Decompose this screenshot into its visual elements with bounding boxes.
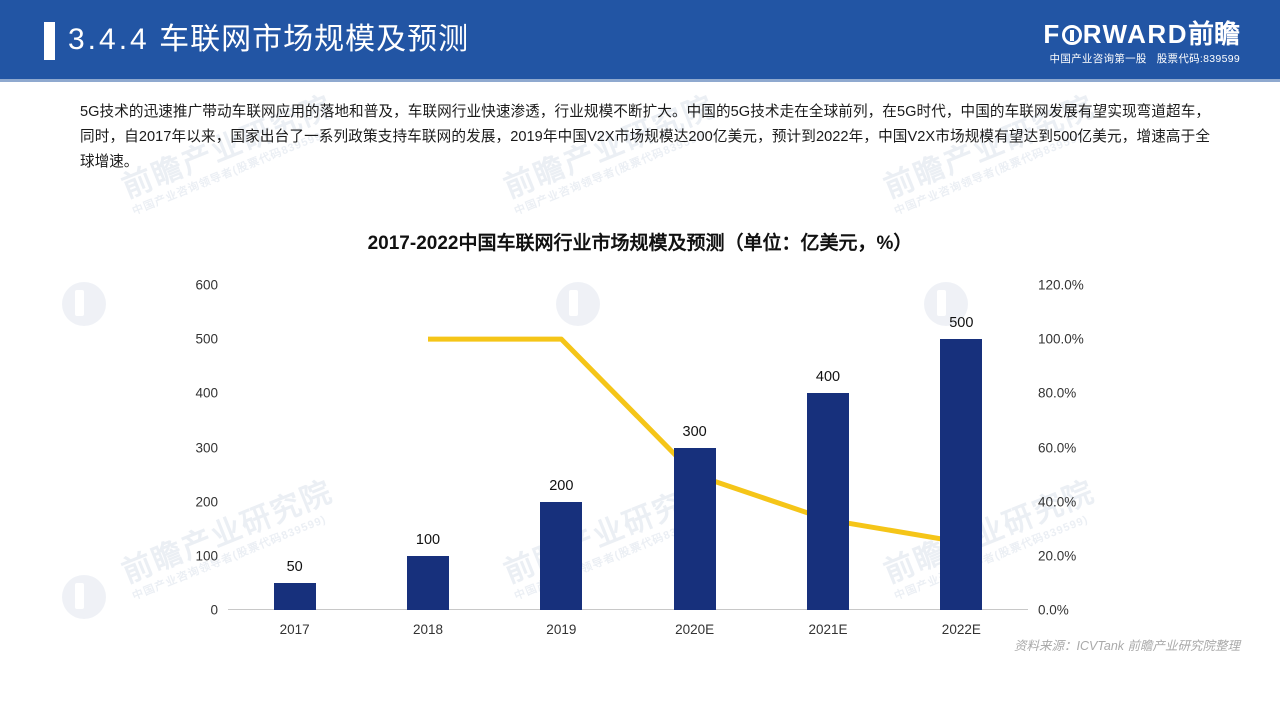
y-tick-right-80.0%: 80.0% <box>1038 385 1077 401</box>
bar-2018 <box>407 555 449 610</box>
section-number: 3.4.4 <box>68 23 150 56</box>
bar-value-label-2021E: 400 <box>815 369 841 386</box>
x-tick-2019: 2019 <box>546 622 577 637</box>
source-note: 资料来源：ICVTank 前瞻产业研究院整理 <box>1014 639 1240 653</box>
y-tick-left-300: 300 <box>195 440 218 455</box>
header-accent-bar <box>44 22 55 60</box>
brand-letter-f: F <box>1043 19 1061 49</box>
y-tick-left-400: 400 <box>195 385 218 401</box>
bar-2021E <box>807 393 849 610</box>
section-title: 车联网市场规模及预测 <box>159 23 470 56</box>
chart: 2017-2022中国车联网行业市场规模及预测（单位：亿美元，%） 0 100 20… <box>0 200 1280 660</box>
y-tick-right-20.0%: 20.0% <box>1038 548 1077 564</box>
x-tick-2018: 2018 <box>412 622 444 637</box>
y-tick-right-60.0%: 60.0% <box>1038 440 1077 455</box>
y-axis-left: 0 100 200 300 400 500 600 <box>160 278 218 618</box>
y-tick-right-40.0%: 40.0% <box>1038 494 1077 510</box>
x-tick-2017: 2017 <box>279 622 310 637</box>
y-tick-left-0: 0 <box>210 602 218 618</box>
brand-subtitle-right: 股票代码:839599 <box>1156 53 1240 65</box>
page-header: 3.4.4 车联网市场规模及预测 F RWARD前瞻 中国产业咨询第一股 股票代码:… <box>0 0 1280 82</box>
bar-2019 <box>540 501 583 610</box>
bar-2022E <box>940 339 983 610</box>
brand-subtitle: 中国产业咨询第一股 股票代码:839599 <box>1043 51 1240 67</box>
x-tick-2021E: 2021E <box>808 622 848 637</box>
brand-letters-rward: RWARD <box>1082 19 1188 49</box>
y-tick-left-200: 200 <box>195 494 218 510</box>
brand-o-icon <box>1061 25 1082 45</box>
page-title: 3.4.4 车联网市场规模及预测 <box>68 18 469 62</box>
axis-baseline <box>228 609 1028 610</box>
y-tick-left-600: 600 <box>195 277 218 293</box>
brand-subtitle-left: 中国产业咨询第一股 <box>1049 53 1147 65</box>
growth-rate-line <box>428 336 962 545</box>
y-axis-right: 0.0% 20.0% 40.0% 60.0% 80.0% 100.0% 120.0% <box>1038 278 1128 618</box>
x-tick-2022E: 2022E <box>941 622 981 637</box>
brand-logo: F RWARD前瞻 中国产业咨询第一股 股票代码:839599 <box>1043 20 1240 67</box>
bar-value-label-2017: 50 <box>286 558 303 575</box>
y-tick-left-500: 500 <box>195 331 218 347</box>
bar-value-label-2022E: 500 <box>949 315 974 332</box>
bar-value-label-2020E: 300 <box>682 423 707 440</box>
plot-area: 50 2017 100 2018 200 2019 300 2020E 400 2021E 500 2… <box>228 285 1028 637</box>
chart-title: 2017-2022中国车联网行业市场规模及预测（单位：亿美元，%） <box>367 233 913 254</box>
y-tick-left-100: 100 <box>195 548 218 564</box>
bar-2020E <box>673 447 716 610</box>
bar-value-label-2018: 100 <box>415 531 441 548</box>
y-tick-right-100.0%: 100.0% <box>1038 331 1084 347</box>
bar-value-label-2019: 200 <box>549 477 574 494</box>
brand-logo-wordmark: F RWARD前瞻 <box>1043 20 1240 48</box>
bar-2017 <box>273 582 316 610</box>
brand-name-cn: 前瞻 <box>1187 19 1240 49</box>
x-tick-2020E: 2020E <box>675 622 715 637</box>
y-tick-right-0.0%: 0.0% <box>1038 602 1069 618</box>
y-tick-right-120.0%: 120.0% <box>1038 277 1084 293</box>
body-paragraph: 5G技术的迅速推广带动车联网应用的落地和普及，车联网行业快速渗透，行业规模不断扩… <box>80 104 1210 170</box>
